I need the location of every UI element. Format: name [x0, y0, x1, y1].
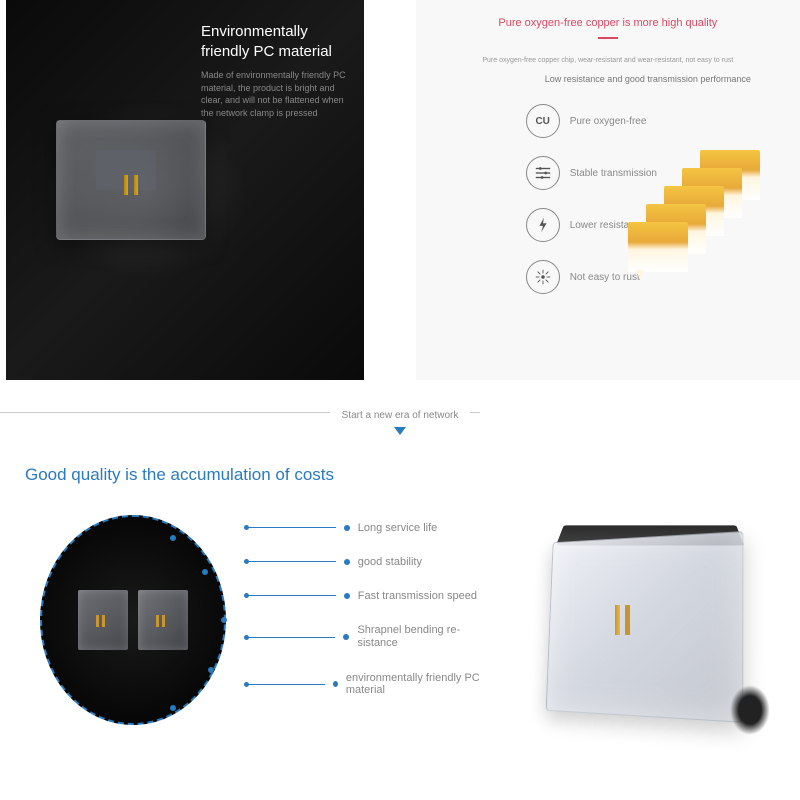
panel-pc-material: Environmentally friendly PC material Mad… — [6, 0, 364, 380]
feature-item: CU Pure oxygen-free — [526, 104, 770, 138]
copper-title: Pure oxygen-free copper is more high qua… — [478, 16, 738, 31]
tagline: Start a new era of network — [330, 410, 471, 421]
bottom-content: Long service life good stability Fast tr… — [0, 515, 800, 755]
left-column: Long service life good stability Fast tr… — [40, 515, 500, 755]
feature-label: Pure oxygen-free — [570, 116, 647, 127]
pc-description: Made of environmentally friendly PC mate… — [201, 69, 354, 119]
callout-text: Shrapnel bending re-sistance — [357, 624, 500, 650]
down-arrow-icon — [394, 427, 406, 435]
callout-item: good stability — [246, 556, 500, 568]
copper-subtitle: Low resistance and good transmission per… — [446, 74, 770, 84]
diagram-row: Long service life good stability Fast tr… — [40, 515, 500, 725]
callout-text: environmentally friendly PC material — [346, 672, 500, 696]
callout-item: Fast transmission speed — [246, 590, 500, 602]
right-column — [500, 515, 800, 755]
callouts-list: Long service life good stability Fast tr… — [246, 522, 500, 718]
callout-text: Long service life — [358, 522, 438, 534]
circle-product-image — [40, 515, 226, 725]
top-row: Environmentally friendly PC material Mad… — [0, 0, 800, 380]
connector-image — [56, 120, 236, 270]
accent-divider — [598, 37, 618, 39]
callout-item: environmentally friendly PC material — [246, 672, 500, 696]
spark-icon — [526, 260, 560, 294]
copper-subtitle-small: Pure oxygen-free copper chip, wear-resis… — [446, 57, 770, 64]
callout-text: Fast transmission speed — [358, 590, 477, 602]
gold-chips-image — [600, 150, 760, 280]
panel-copper: Pure oxygen-free copper is more high qua… — [416, 0, 800, 380]
cu-icon: CU — [526, 104, 560, 138]
pc-title: Environmentally friendly PC material — [201, 22, 354, 61]
quality-title: Good quality is the accumulation of cost… — [0, 465, 800, 485]
bolt-icon — [526, 208, 560, 242]
divider-section: Start a new era of network — [0, 405, 800, 435]
callout-item: Long service life — [246, 522, 500, 534]
callout-item: Shrapnel bending re-sistance — [246, 624, 500, 650]
large-connector-image — [520, 515, 780, 755]
lines-icon — [526, 156, 560, 190]
callout-text: good stability — [358, 556, 422, 568]
